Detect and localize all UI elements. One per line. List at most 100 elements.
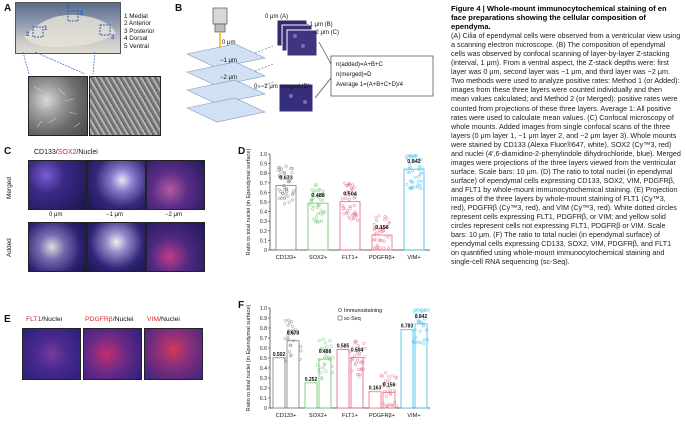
added-image-1	[28, 222, 87, 272]
panel-f-label: F	[238, 300, 245, 311]
data-point	[321, 189, 325, 193]
data-point	[372, 222, 376, 226]
data-point	[318, 202, 322, 206]
value-label: 0.673	[279, 175, 293, 181]
vim-image	[144, 328, 203, 380]
data-point	[287, 318, 291, 322]
data-point	[320, 377, 324, 381]
data-point	[286, 176, 290, 180]
legend-immuno-label: Immunostaining	[344, 308, 382, 314]
data-point	[376, 245, 380, 249]
image-label-b: −1 μm (B)	[306, 22, 333, 28]
bar-scseq-0	[272, 357, 286, 409]
data-point	[384, 371, 388, 375]
data-point	[421, 322, 425, 326]
data-point	[419, 166, 423, 170]
bar-1	[307, 202, 329, 251]
data-point	[419, 179, 423, 183]
data-point	[284, 164, 288, 168]
sem-overview-image: 1 2 3 4 5	[15, 2, 121, 54]
data-point	[412, 185, 416, 189]
region-marker-3: 3	[111, 35, 115, 41]
y-tick-label: 0.5	[260, 200, 267, 206]
category-label: FLT1+	[342, 255, 358, 261]
data-point	[384, 394, 389, 398]
data-point	[289, 343, 293, 348]
data-point	[287, 329, 291, 333]
marker-flt1: FLT1	[26, 316, 42, 323]
data-point	[279, 196, 283, 200]
data-point	[353, 354, 357, 358]
data-point	[283, 336, 287, 340]
data-point	[288, 343, 292, 347]
data-point	[318, 366, 322, 370]
data-point	[325, 345, 329, 349]
data-point	[384, 404, 388, 408]
data-point	[343, 181, 347, 185]
data-point	[377, 214, 381, 218]
zoom-lines	[22, 51, 96, 75]
row-label-added: Added	[6, 238, 13, 258]
data-point	[361, 367, 365, 371]
data-point	[356, 358, 360, 362]
data-point	[319, 208, 323, 212]
data-point	[310, 188, 314, 192]
added-image-3	[146, 222, 205, 272]
data-point	[415, 185, 420, 189]
category-label: VIM+	[407, 413, 420, 419]
data-point	[375, 243, 379, 247]
panel-b-label: B	[175, 3, 183, 14]
value-label: 0.842	[407, 159, 421, 165]
data-point	[314, 215, 319, 219]
data-point	[377, 228, 381, 232]
data-point	[328, 357, 332, 361]
data-point	[352, 203, 356, 208]
data-point	[321, 210, 326, 214]
data-point	[316, 194, 320, 198]
data-point	[425, 328, 429, 332]
data-point	[414, 336, 418, 340]
data-point	[350, 183, 355, 187]
data-point	[359, 347, 363, 351]
data-point	[382, 390, 386, 394]
data-point	[383, 381, 387, 386]
data-point	[284, 357, 288, 361]
data-point	[384, 234, 388, 238]
data-point	[409, 154, 413, 158]
data-point	[387, 235, 391, 239]
data-point	[323, 341, 327, 345]
bar-scseq-1	[304, 382, 318, 409]
immuno-value-label: 0.504	[351, 348, 364, 354]
marker-flt1-nuclei: /Nuclei	[41, 316, 63, 323]
data-point	[384, 379, 388, 383]
data-point	[315, 363, 319, 367]
data-point	[411, 180, 415, 184]
data-point	[344, 192, 348, 196]
caption-title: Figure 4 | Whole-mount immunocytochemica…	[451, 4, 667, 32]
data-point	[290, 166, 294, 171]
formula-box: n(added)=A+B+C n(merged)=D Average 1=(A+…	[336, 60, 403, 90]
y-tick-label: 0.4	[260, 366, 267, 372]
stack-label-0: 0 μm	[222, 40, 236, 46]
image-label-a: 0 μm (A)	[265, 14, 289, 20]
legend-scseq-marker	[337, 315, 343, 321]
data-point	[352, 216, 356, 220]
data-point	[389, 392, 393, 396]
data-point	[374, 231, 378, 235]
data-point	[312, 217, 316, 221]
y-tick-label: 0.8	[260, 326, 267, 332]
formula-average: Average 1=(A+B+C+D)/4	[336, 82, 403, 88]
data-point	[387, 220, 391, 224]
data-point	[354, 340, 358, 344]
region-marker-5: 5	[80, 11, 84, 17]
data-point	[350, 369, 354, 373]
data-point	[356, 344, 360, 348]
data-point	[285, 187, 289, 191]
data-point	[317, 368, 321, 372]
y-tick-label: 0.5	[260, 356, 267, 362]
data-point	[284, 192, 288, 196]
data-point	[383, 215, 387, 219]
value-label: 0.156	[375, 225, 389, 231]
data-point	[287, 180, 291, 184]
scseq-value-label: 0.252	[305, 377, 318, 383]
